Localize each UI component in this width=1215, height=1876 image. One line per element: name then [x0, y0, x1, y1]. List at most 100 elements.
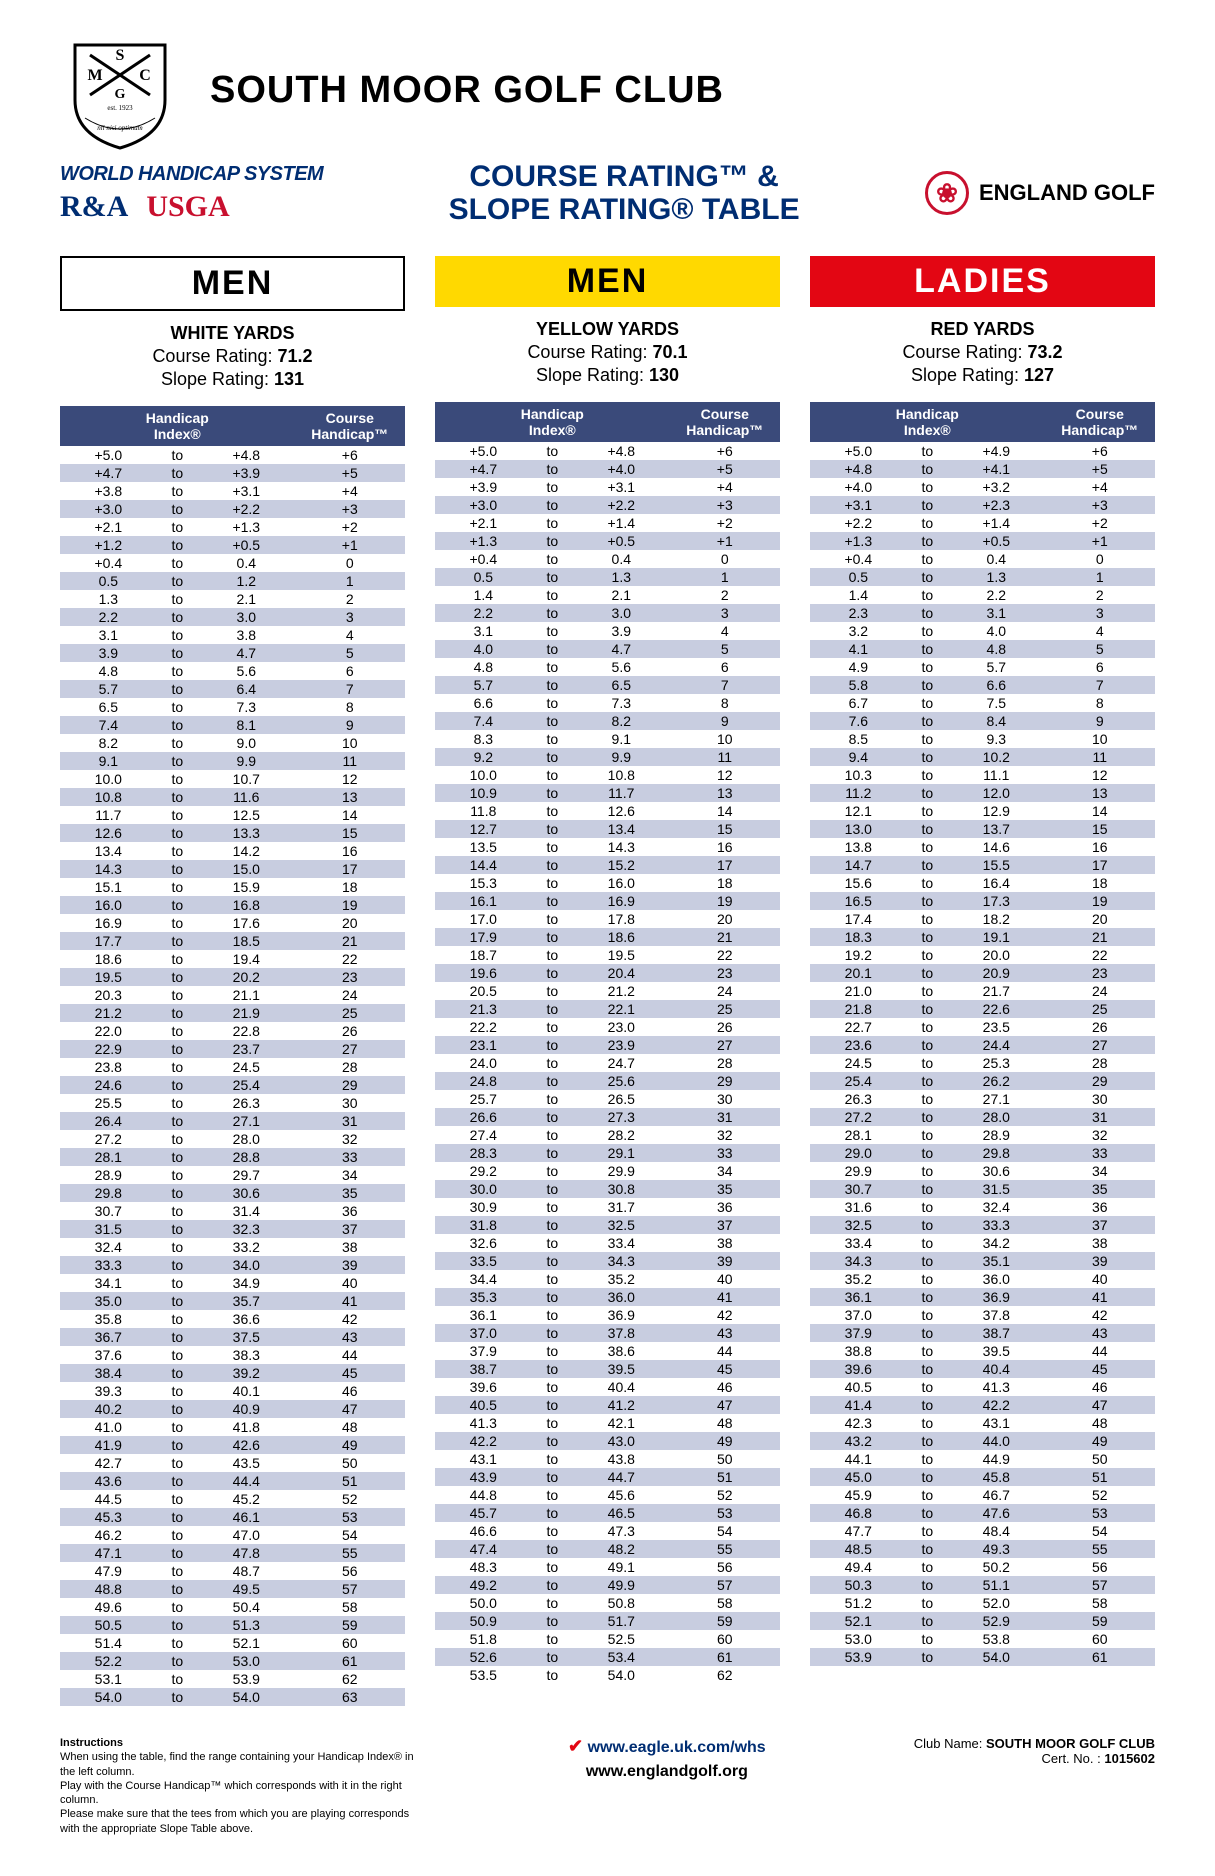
table-row: 23.8to24.528	[60, 1058, 405, 1076]
th-handicap-index: HandicapIndex®	[60, 406, 295, 446]
table-row: 37.9to38.743	[810, 1324, 1155, 1342]
table-row: +4.0to+3.2+4	[810, 478, 1155, 496]
table-row: +3.0to+2.2+3	[60, 500, 405, 518]
table-row: 13.5to14.316	[435, 838, 780, 856]
table-row: 49.4to50.256	[810, 1558, 1155, 1576]
table-row: 35.3to36.041	[435, 1288, 780, 1306]
table-row: 48.8to49.557	[60, 1580, 405, 1598]
table-row: 33.3to34.039	[60, 1256, 405, 1274]
table-row: 42.2to43.049	[435, 1432, 780, 1450]
table-row: 12.7to13.415	[435, 820, 780, 838]
yards-label: WHITE YARDS	[170, 323, 294, 344]
table-row: 45.0to45.851	[810, 1468, 1155, 1486]
table-row: 0.5to1.21	[60, 572, 405, 590]
table-row: 53.9to54.061	[810, 1648, 1155, 1666]
table-row: 40.2to40.947	[60, 1400, 405, 1418]
table-row: 46.8to47.653	[810, 1504, 1155, 1522]
table-row: 5.8to6.67	[810, 676, 1155, 694]
table-row: 37.9to38.644	[435, 1342, 780, 1360]
table-row: 18.6to19.422	[60, 950, 405, 968]
table-row: 30.7to31.535	[810, 1180, 1155, 1198]
yards-label: RED YARDS	[930, 319, 1034, 340]
table-row: 24.0to24.728	[435, 1054, 780, 1072]
table-row: 34.1to34.940	[60, 1274, 405, 1292]
table-row: 14.7to15.517	[810, 856, 1155, 874]
table-row: 52.1to52.959	[810, 1612, 1155, 1630]
table-row: 10.8to11.613	[60, 788, 405, 806]
th-course-handicap: CourseHandicap™	[295, 406, 405, 446]
table-row: 41.3to42.148	[435, 1414, 780, 1432]
header-mid: WORLD HANDICAP SYSTEM R&A USGA COURSE RA…	[60, 160, 1155, 226]
table-row: +0.4to0.40	[810, 550, 1155, 568]
table-row: 50.9to51.759	[435, 1612, 780, 1630]
table-row: 41.4to42.247	[810, 1396, 1155, 1414]
table-row: 52.6to53.461	[435, 1648, 780, 1666]
table-row: 42.3to43.148	[810, 1414, 1155, 1432]
table-row: 52.2to53.061	[60, 1652, 405, 1670]
table-row: 51.2to52.058	[810, 1594, 1155, 1612]
tee-column: MENWHITE YARDSCourse Rating: 71.2Slope R…	[60, 256, 405, 1706]
table-row: 0.5to1.31	[435, 568, 780, 586]
tee-banner: MEN	[60, 256, 405, 311]
table-row: 30.7to31.436	[60, 1202, 405, 1220]
table-row: 25.4to26.229	[810, 1072, 1155, 1090]
table-row: 9.1to9.911	[60, 752, 405, 770]
th-handicap-index: HandicapIndex®	[435, 402, 670, 442]
table-row: 50.3to51.157	[810, 1576, 1155, 1594]
course-rating: Course Rating: 73.2	[902, 342, 1062, 363]
table-row: 9.4to10.211	[810, 748, 1155, 766]
table-row: 19.2to20.022	[810, 946, 1155, 964]
instructions-title: Instructions	[60, 1737, 123, 1749]
table-row: +3.0to+2.2+3	[435, 496, 780, 514]
table-row: 28.1to28.833	[60, 1148, 405, 1166]
table-row: 33.5to34.339	[435, 1252, 780, 1270]
table-row: +5.0to+4.8+6	[435, 442, 780, 460]
table-row: 19.5to20.223	[60, 968, 405, 986]
cert-no: 1015602	[1104, 1751, 1155, 1766]
table-row: 28.1to28.932	[810, 1126, 1155, 1144]
table-row: 30.0to30.835	[435, 1180, 780, 1198]
table-row: 43.1to43.850	[435, 1450, 780, 1468]
slope-rating: Slope Rating: 127	[911, 365, 1054, 386]
table-row: 43.9to44.751	[435, 1468, 780, 1486]
handicap-table: HandicapIndex®CourseHandicap™+5.0to+4.8+…	[435, 402, 780, 1684]
course-rating: Course Rating: 71.2	[152, 346, 312, 367]
svg-text:est. 1923: est. 1923	[107, 104, 133, 112]
table-row: 53.5to54.062	[435, 1666, 780, 1684]
table-row: 29.8to30.635	[60, 1184, 405, 1202]
table-row: 11.2to12.013	[810, 784, 1155, 802]
table-row: 51.4to52.160	[60, 1634, 405, 1652]
englandgolf-url: www.englandgolf.org	[568, 1763, 766, 1781]
table-row: 1.4to2.22	[810, 586, 1155, 604]
table-row: 10.3to11.112	[810, 766, 1155, 784]
tee-banner: LADIES	[810, 256, 1155, 307]
swoosh-icon: ✔	[568, 1736, 583, 1756]
table-row: 35.0to35.741	[60, 1292, 405, 1310]
table-row: +0.4to0.40	[435, 550, 780, 568]
table-row: +1.3to+0.5+1	[810, 532, 1155, 550]
table-row: +1.3to+0.5+1	[435, 532, 780, 550]
table-row: 49.2to49.957	[435, 1576, 780, 1594]
table-row: 51.8to52.560	[435, 1630, 780, 1648]
header-top: S M C G est. 1923 nil nisi optimum SOUTH…	[60, 30, 1155, 150]
table-row: 21.3to22.125	[435, 1000, 780, 1018]
table-row: 10.0to10.812	[435, 766, 780, 784]
table-row: 22.2to23.026	[435, 1018, 780, 1036]
table-row: 3.1to3.84	[60, 626, 405, 644]
table-row: 2.2to3.03	[435, 604, 780, 622]
table-row: 16.9to17.620	[60, 914, 405, 932]
svg-text:C: C	[139, 67, 151, 84]
table-row: 26.3to27.130	[810, 1090, 1155, 1108]
table-row: 37.0to37.843	[435, 1324, 780, 1342]
site-links: ✔ www.eagle.uk.com/whs www.englandgolf.o…	[568, 1736, 766, 1781]
table-row: 30.9to31.736	[435, 1198, 780, 1216]
table-row: 23.1to23.927	[435, 1036, 780, 1054]
table-row: 17.0to17.820	[435, 910, 780, 928]
table-row: 53.0to53.860	[810, 1630, 1155, 1648]
tee-column: LADIES RED YARDSCourse Rating: 73.2Slope …	[810, 256, 1155, 1706]
table-row: 18.3to19.121	[810, 928, 1155, 946]
page-title: COURSE RATING™ & SLOPE RATING® TABLE	[449, 160, 800, 226]
table-row: 10.0to10.712	[60, 770, 405, 788]
table-row: 39.6to40.445	[810, 1360, 1155, 1378]
table-row: 24.6to25.429	[60, 1076, 405, 1094]
